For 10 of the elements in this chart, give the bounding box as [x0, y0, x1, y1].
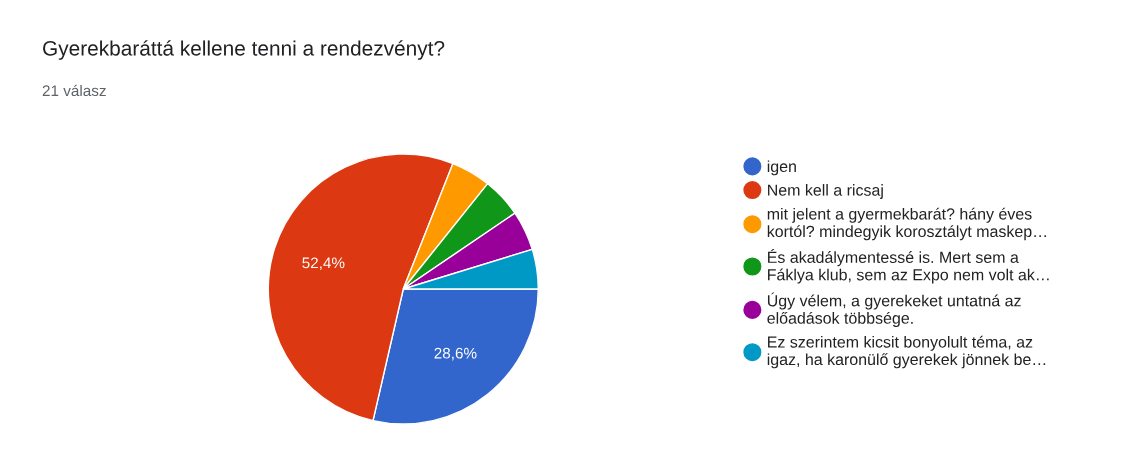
- legend-label: Ez szerintem kicsit bonyolult téma, az igaz, ha karonülő gyerekek jönnek be…: [767, 335, 1046, 369]
- data-label: 28,6%: [434, 347, 477, 361]
- legend-label: mit jelent a gyermekbarát? hány éves kortól? mindegyik korosztályt maskep…: [767, 207, 1046, 241]
- chart-title: Gyerekbaráttá kellene tenni a rendezvényt?: [43, 40, 445, 60]
- legend-label: Nem kell a ricsaj: [768, 184, 883, 199]
- text: 21 válasz: [42, 84, 106, 97]
- legend-label: Úgy vélem, a gyerekeket untatná az előadások többsége.: [767, 292, 1021, 327]
- legend-label: igen: [767, 160, 796, 176]
- data-label: 52,4%: [302, 257, 345, 271]
- legend-label: És akadálymentessé is. Mert sem a Fáklya klub, sem az Expo nem volt ak…: [768, 249, 1049, 284]
